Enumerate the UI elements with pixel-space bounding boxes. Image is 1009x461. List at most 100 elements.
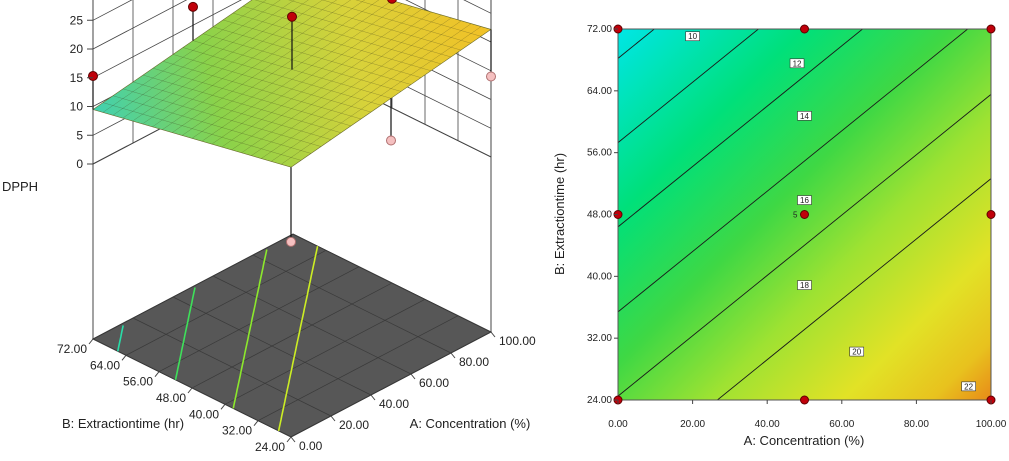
- contour-label-22: 22: [961, 381, 976, 391]
- surface-mesh-line: [231, 11, 432, 151]
- floor-gridline-b: [191, 282, 393, 389]
- surface-mesh-line: [222, 19, 422, 78]
- surface-plot: 0510152025300.0020.0040.0060.0080.00100.…: [2, 0, 536, 454]
- contour-label-18: 18: [797, 280, 812, 290]
- floor-contour-line: [117, 325, 124, 352]
- contour-line: [618, 29, 760, 143]
- y-axis-label: B: Extractiontime (hr): [62, 416, 184, 431]
- x-tick-label: 0.00: [299, 439, 323, 453]
- y-tick-label: 40.00: [189, 407, 219, 421]
- z-tick-label: 10: [70, 100, 84, 114]
- surface-mesh-line: [132, 81, 332, 140]
- contour-label-box: [685, 31, 700, 42]
- design-point-marker: [287, 11, 297, 22]
- y-tick-mark: [286, 436, 292, 443]
- center-point-count: 5: [793, 211, 798, 220]
- contour-line: [716, 178, 991, 400]
- surface-mesh-line: [271, 23, 472, 162]
- contour-label-text: 20: [852, 348, 861, 357]
- surface-mesh-line: [242, 5, 442, 65]
- surface-mesh-line: [162, 0, 351, 130]
- x-tick-mark: [490, 331, 496, 338]
- contour-label-12: 12: [789, 58, 805, 69]
- design-point-marker: [88, 71, 98, 82]
- x-tick-mark: [290, 436, 296, 443]
- contour-label-text: 18: [800, 281, 809, 290]
- contour-label-text: 12: [793, 59, 802, 68]
- y-tick-mark: [154, 371, 160, 377]
- surface-mesh-line: [132, 0, 309, 122]
- contour-y-tick-label: 64.00: [587, 86, 612, 97]
- contour-label-16: 16: [797, 195, 812, 205]
- z-axis-label: DPPH: [2, 179, 38, 194]
- floor-gridline-b: [224, 299, 426, 405]
- surface-mesh-line: [261, 20, 462, 159]
- floor-contour-line: [277, 246, 319, 432]
- floor-gridline-b: [92, 233, 294, 340]
- x-tick-mark: [410, 373, 416, 380]
- contour-x-tick-label: 40.00: [755, 419, 780, 430]
- surface-mesh-line: [221, 9, 422, 148]
- surface-mesh-line: [142, 0, 323, 125]
- floor-contour-line: [174, 287, 196, 380]
- x-tick-mark: [330, 415, 336, 422]
- design-point-marker: [387, 0, 397, 4]
- surface-mesh-line: [321, 0, 472, 44]
- floor-contour-line: [232, 249, 268, 409]
- contour-line: [618, 29, 969, 313]
- contour-axis-ticks: 0.00 20.00 40.00 60.00 80.00 100.00 24.00 32.00…: [587, 24, 1007, 430]
- contour-y-tick-label: 72.00: [587, 24, 612, 35]
- contour-label-box: [797, 195, 812, 205]
- surface-mesh-line: [251, 17, 452, 156]
- x-tick-mark: [450, 352, 456, 359]
- surface-mesh-line: [152, 67, 352, 127]
- y-tick-label: 56.00: [123, 375, 153, 389]
- contour-x-axis-label: A: Concentration (%): [744, 433, 865, 448]
- surface-mesh-line: [201, 3, 403, 142]
- x-tick-label: 80.00: [459, 355, 489, 369]
- design-point-marker: [286, 236, 296, 247]
- surface-mesh-line: [232, 12, 432, 71]
- contour-labels: 10 12 14 16 18 20 22: [685, 31, 976, 391]
- y-tick-mark: [187, 387, 193, 394]
- contour-design-point: [800, 210, 809, 219]
- contour-x-tick-label: 100.00: [976, 419, 1007, 430]
- x-axis-label: A: Concentration (%): [410, 416, 531, 431]
- floor-contours: [117, 246, 319, 432]
- contour-x-tick-label: 20.00: [680, 419, 705, 430]
- surface-mesh-line: [142, 74, 342, 133]
- contour-y-axis-label: B: Extractiontime (hr): [552, 153, 567, 275]
- surface-mesh-line: [182, 47, 382, 106]
- y-tick-label: 32.00: [222, 424, 252, 438]
- y-tick-label: 24.00: [255, 440, 285, 454]
- contour-x-tick-label: 80.00: [904, 419, 929, 430]
- contour-line: [618, 29, 864, 228]
- surface-mesh-line: [172, 54, 372, 113]
- surface-mesh-line: [241, 14, 442, 153]
- y-tick-label: 72.00: [57, 342, 87, 356]
- contour-label-box: [797, 111, 812, 121]
- z-tick-label: 20: [70, 42, 84, 56]
- surface-mesh-line: [102, 0, 267, 113]
- x-tick-label: 20.00: [339, 418, 369, 432]
- contour-label-box: [789, 58, 805, 69]
- contour-label-box: [797, 280, 812, 290]
- surface-mesh-line: [181, 0, 380, 136]
- contour-label-20: 20: [849, 346, 865, 357]
- surface-mesh-line: [162, 61, 362, 120]
- z-tick-label: 25: [70, 13, 84, 27]
- floor-gridline-b: [290, 331, 492, 438]
- surface-mesh-line: [288, 0, 462, 51]
- contour-design-point: [986, 24, 996, 34]
- response-surface: [92, 0, 492, 168]
- x-tick-label: 60.00: [419, 376, 449, 390]
- contour-label-text: 16: [800, 196, 809, 205]
- surface-mesh-line: [172, 0, 366, 133]
- contour-x-tick-label: 60.00: [829, 419, 854, 430]
- surface-patch: [92, 0, 492, 168]
- contour-label-text: 22: [964, 382, 973, 391]
- z-tick-label: 15: [70, 71, 84, 85]
- y-tick-mark: [253, 420, 259, 426]
- contour-y-tick-label: 32.00: [587, 333, 612, 344]
- design-point-marker: [386, 135, 396, 146]
